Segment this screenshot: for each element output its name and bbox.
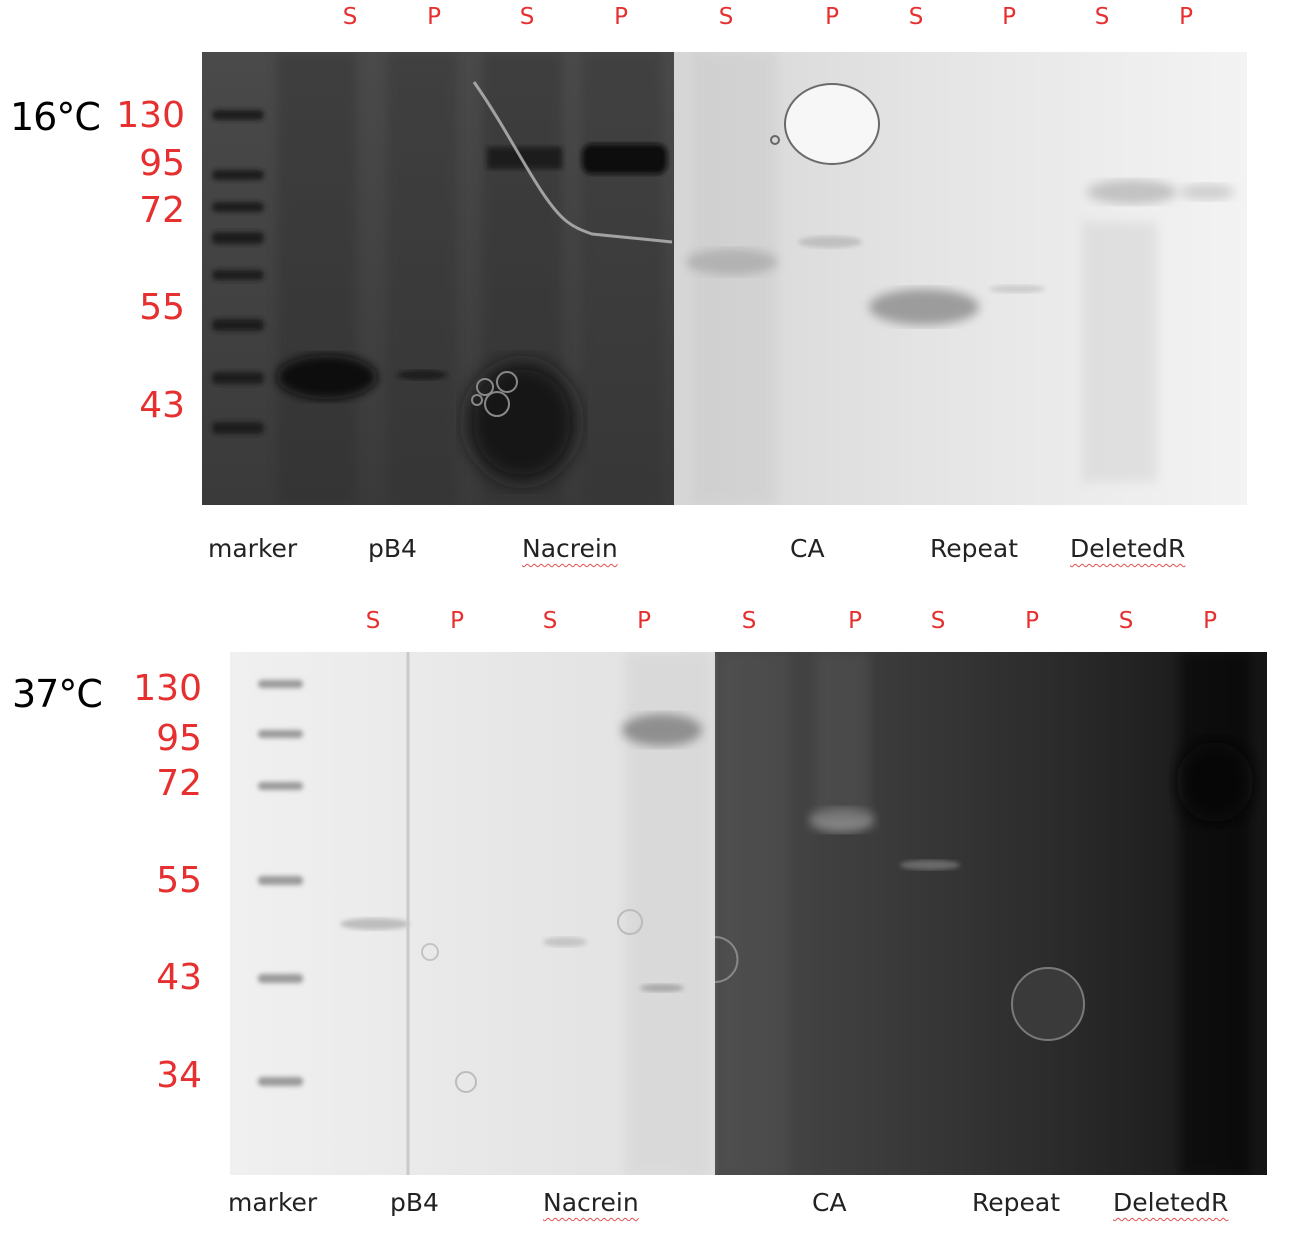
sp-label: P [450, 608, 464, 634]
sp-label: S [342, 4, 358, 30]
lane-label-repeat: Repeat [972, 1188, 1061, 1217]
marker-size-label: 95 [139, 143, 185, 184]
sp-label: S [1118, 608, 1134, 634]
lane-label-nacrein: Nacrein [522, 534, 618, 563]
lane-label-ca: CA [790, 534, 825, 563]
sp-label: P [427, 4, 441, 30]
lane-label-deletedr: DeletedR [1113, 1188, 1229, 1217]
sp-label: S [519, 4, 535, 30]
gel-image [230, 652, 1267, 1175]
marker-size-label: 130 [116, 95, 185, 136]
marker-size-label: 43 [139, 385, 185, 426]
gel-image [202, 52, 1247, 505]
sp-label: P [1203, 608, 1217, 634]
lane-label-marker: marker [208, 534, 298, 563]
lane-label-pb4: pB4 [368, 534, 417, 563]
lane-label-pb4: pB4 [390, 1188, 439, 1217]
sp-label: S [930, 608, 946, 634]
gel-panel-37c: 37°C 130 95 72 55 43 34 S P S P S P S P … [0, 600, 1308, 1248]
sp-label: S [365, 608, 381, 634]
sp-label: S [542, 608, 558, 634]
sp-label: S [908, 4, 924, 30]
lane-label-deletedr: DeletedR [1070, 534, 1186, 563]
sp-label: P [1179, 4, 1193, 30]
lane-label-ca: CA [812, 1188, 847, 1217]
temperature-label: 16°C [10, 95, 101, 139]
sp-label: P [614, 4, 628, 30]
sp-label: P [825, 4, 839, 30]
marker-size-label: 43 [156, 957, 202, 998]
marker-size-label: 95 [156, 718, 202, 759]
sp-label: P [848, 608, 862, 634]
marker-size-label: 72 [139, 190, 185, 231]
sp-label: P [1002, 4, 1016, 30]
sp-label: P [637, 608, 651, 634]
sp-label: P [1025, 608, 1039, 634]
marker-size-label: 72 [156, 763, 202, 804]
marker-size-label: 130 [133, 668, 202, 709]
lane-label-repeat: Repeat [930, 534, 1019, 563]
marker-size-label: 34 [156, 1055, 202, 1096]
gel-panel-16c: 16°C 130 95 72 55 43 S P S P S P S P S P [0, 0, 1308, 600]
sp-label: S [718, 4, 734, 30]
sp-label: S [741, 608, 757, 634]
sp-label: S [1094, 4, 1110, 30]
temperature-label: 37°C [12, 672, 103, 716]
lane-label-marker: marker [228, 1188, 318, 1217]
lane-label-nacrein: Nacrein [543, 1188, 639, 1217]
marker-size-label: 55 [139, 287, 185, 328]
marker-size-label: 55 [156, 860, 202, 901]
